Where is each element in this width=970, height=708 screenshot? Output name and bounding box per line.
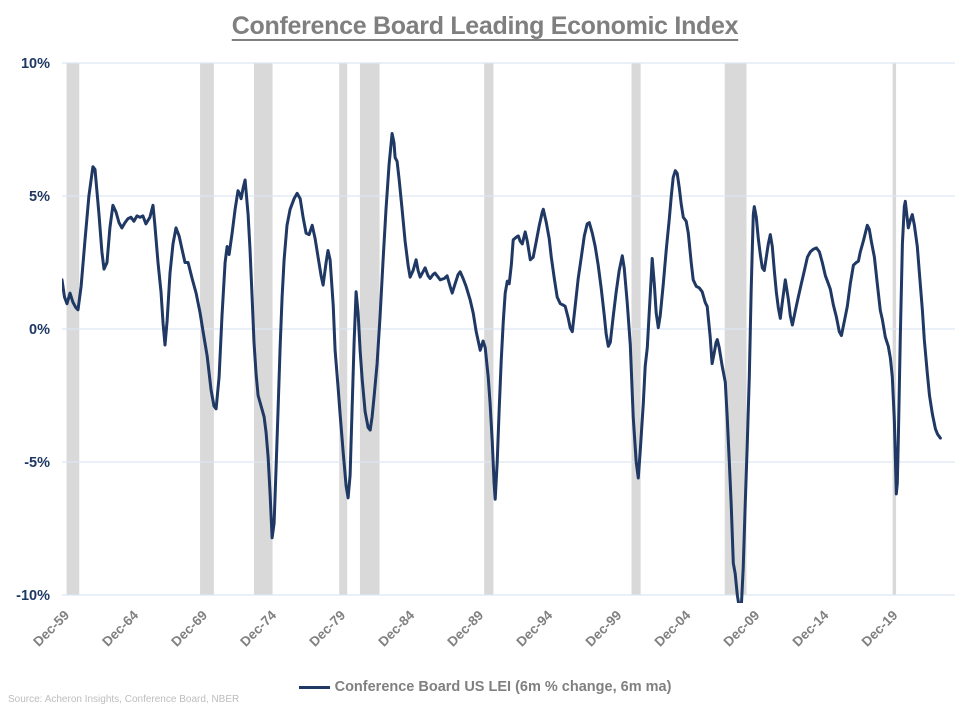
x-tick-label: Dec-69 <box>168 608 210 650</box>
x-tick-label: Dec-04 <box>651 607 693 649</box>
source-note: Source: Acheron Insights, Conference Boa… <box>8 694 240 705</box>
x-tick-label: Dec-59 <box>30 608 72 650</box>
x-tick-label: Dec-14 <box>790 607 832 649</box>
x-tick-label: Dec-19 <box>859 608 901 650</box>
y-tick-label: -5% <box>24 455 50 471</box>
lei-line <box>62 132 942 603</box>
x-tick-label: Dec-94 <box>513 607 555 649</box>
y-tick-label: -10% <box>16 588 50 604</box>
x-tick-label: Dec-79 <box>306 608 348 650</box>
x-tick-label: Dec-99 <box>582 608 624 650</box>
x-tick-label: Dec-74 <box>237 607 279 649</box>
legend-label: Conference Board US LEI (6m % change, 6m… <box>334 679 672 695</box>
x-tick-label: Dec-09 <box>721 608 763 650</box>
y-tick-label: 10% <box>21 56 50 72</box>
legend: Conference Board US LEI (6m % change, 6m… <box>0 678 970 696</box>
y-tick-label: 0% <box>29 322 50 338</box>
x-tick-label: Dec-89 <box>444 608 486 650</box>
y-tick-label: 5% <box>29 189 50 205</box>
x-tick-label: Dec-64 <box>99 607 141 649</box>
legend-line-swatch <box>298 685 330 689</box>
chart-title: Conference Board Leading Economic Index <box>231 12 739 40</box>
x-tick-label: Dec-84 <box>375 607 417 649</box>
